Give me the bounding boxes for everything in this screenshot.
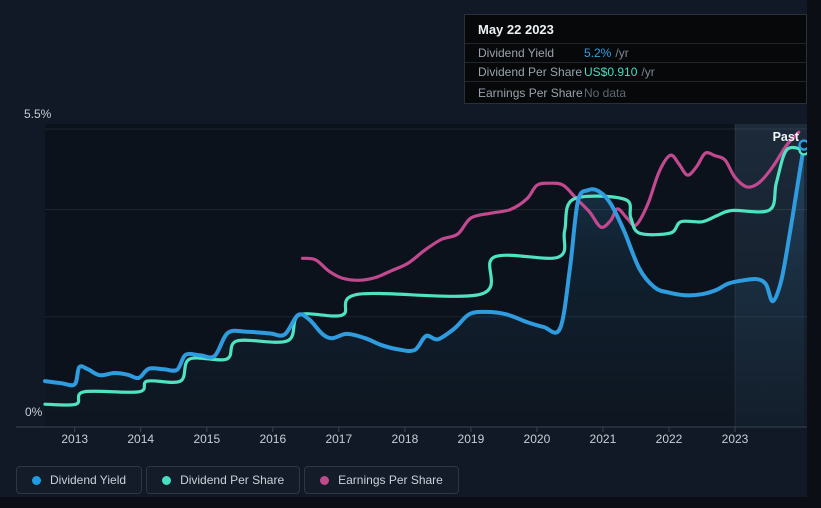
dividend-yield-line: [43, 143, 806, 388]
tooltip-label: Earnings Per Share: [478, 85, 583, 100]
x-axis-year-label: 2015: [193, 432, 220, 446]
x-axis-year-label: 2017: [325, 432, 352, 446]
legend-label: Earnings Per Share: [338, 473, 443, 487]
legend-label: Dividend Yield: [50, 473, 127, 487]
earnings-per-share-dot-icon: [320, 475, 330, 485]
legend-item-dividend-yield[interactable]: Dividend Yield: [16, 466, 143, 494]
x-axis-year-label: 2023: [722, 432, 749, 446]
hover-tooltip: May 22 2023 Dividend Yield 5.2%/yr Divid…: [464, 14, 807, 104]
x-axis-year-label: 2020: [524, 432, 551, 446]
legend-item-earnings-per-share[interactable]: Earnings Per Share: [304, 466, 459, 494]
x-axis-year-label: 2022: [656, 432, 683, 446]
tooltip-label: Dividend Per Share: [478, 65, 583, 79]
tooltip-label: Dividend Yield: [478, 46, 555, 60]
dividend-history-chart[interactable]: 2013 2014 2015 2016 2017 2018 2019 2020 2021 2022…: [0, 0, 807, 455]
x-axis-year-label: 2016: [259, 432, 286, 446]
tooltip-row-dividend-yield: Dividend Yield 5.2%/yr: [465, 43, 806, 62]
tooltip-value: 5.2%: [584, 46, 612, 60]
x-axis-year-label: 2018: [392, 432, 419, 446]
tooltip-row-earnings-per-share: Earnings Per Share No data: [465, 81, 806, 103]
chart-panel: 2013 2014 2015 2016 2017 2018 2019 2020 2021 2022…: [0, 0, 807, 497]
x-axis-year-label: 2021: [590, 432, 617, 446]
legend-item-dividend-per-share[interactable]: Dividend Per Share: [146, 466, 301, 494]
past-label: Past: [773, 130, 800, 144]
x-axis-year-label: 2013: [61, 432, 88, 446]
dividend-yield-dot-icon: [32, 475, 41, 485]
earnings-per-share-line: [300, 130, 801, 282]
dividend-per-share-line: [43, 145, 806, 407]
tooltip-unit: /yr: [615, 46, 629, 60]
tooltip-date: May 22 2023: [478, 22, 554, 37]
y-axis-min-label: 0%: [25, 405, 43, 419]
tooltip-unit: /yr: [641, 65, 655, 79]
tooltip-row-dividend-per-share: Dividend Per Share US$0.910/yr: [465, 62, 806, 81]
tooltip-value: US$0.910: [584, 65, 638, 79]
dividend-yield-end-marker: [798, 139, 807, 151]
dividend-per-share-dot-icon: [162, 475, 172, 485]
legend-label: Dividend Per Share: [180, 473, 285, 487]
x-axis-year-label: 2019: [458, 432, 485, 446]
y-axis-max-label: 5.5%: [24, 107, 52, 121]
tooltip-value: No data: [584, 85, 627, 100]
chart-legend: Dividend Yield Dividend Per Share Earnin…: [16, 466, 459, 494]
x-axis-year-label: 2014: [127, 432, 154, 446]
